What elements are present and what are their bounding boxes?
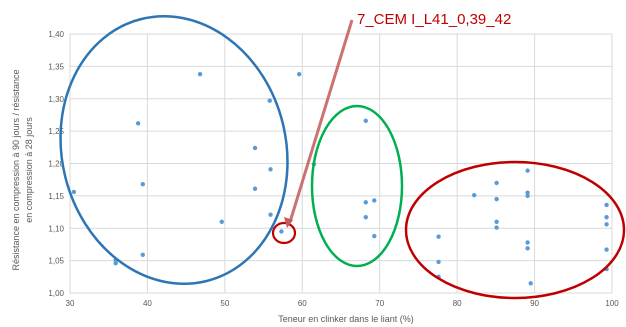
y-tick-label: 1,20 — [48, 160, 64, 169]
data-point — [140, 182, 145, 187]
y-tick-labels: 1,00 1,05 1,10 1,15 1,20 1,25 1,30 1,35 1,40 — [48, 30, 64, 298]
data-point — [219, 219, 224, 224]
data-point — [525, 240, 530, 245]
data-point — [268, 212, 273, 217]
data-point — [252, 186, 258, 191]
data-point — [525, 246, 530, 251]
data-point — [268, 167, 273, 172]
data-point — [372, 233, 377, 239]
group-green-ellipse — [310, 104, 404, 268]
data-point — [140, 252, 145, 257]
annotation-arrow-head — [284, 217, 293, 228]
data-point — [135, 121, 141, 126]
group-red-ellipse — [404, 160, 626, 300]
x-tick-label: 50 — [220, 299, 229, 308]
data-point — [604, 247, 609, 252]
data-point — [113, 261, 118, 266]
data-point — [604, 222, 609, 227]
data-point — [363, 215, 368, 220]
x-tick-label: 70 — [375, 299, 384, 308]
y-tick-label: 1,15 — [48, 192, 64, 201]
data-point — [279, 229, 284, 234]
data-point — [372, 198, 377, 203]
data-point — [436, 234, 441, 239]
data-point — [494, 196, 499, 202]
data-point — [525, 190, 530, 195]
y-axis-label-line2: en compression à 28 jours — [24, 117, 34, 223]
data-point — [363, 200, 368, 205]
data-point — [436, 259, 441, 265]
data-points — [71, 71, 609, 286]
annotation-label: 7_CEM I_L41_0,39_42 — [357, 11, 511, 28]
y-tick-label: 1,00 — [48, 289, 64, 298]
data-point — [494, 219, 499, 224]
data-point — [197, 71, 203, 77]
x-tick-label: 100 — [605, 299, 619, 308]
data-point — [525, 168, 530, 173]
data-point — [71, 189, 77, 195]
data-point — [252, 145, 258, 151]
data-point — [528, 281, 533, 286]
data-point — [525, 193, 530, 199]
data-point — [296, 71, 302, 77]
y-tick-label: 1,35 — [48, 62, 64, 71]
x-tick-label: 60 — [298, 299, 307, 308]
x-tick-label: 80 — [453, 299, 462, 308]
x-tick-label: 40 — [143, 299, 152, 308]
x-axis-label: Teneur en clinker dans le liant (%) — [278, 314, 414, 324]
grid — [69, 33, 613, 294]
annotation-target-circle — [271, 221, 297, 245]
x-tick-labels: 30 40 50 60 70 80 90 100 — [66, 299, 620, 308]
x-tick-label: 30 — [66, 299, 75, 308]
data-point — [604, 202, 609, 208]
annotation-arrow-line — [288, 19, 354, 223]
y-tick-label: 1,40 — [48, 30, 64, 39]
data-point — [471, 193, 477, 198]
y-tick-label: 1,30 — [48, 95, 64, 104]
y-tick-label: 1,10 — [48, 224, 64, 233]
y-tick-label: 1,25 — [48, 127, 64, 136]
group-blue-ellipse — [59, 14, 289, 286]
y-tick-label: 1,05 — [48, 257, 64, 266]
data-point — [363, 118, 368, 123]
y-axis-label-line1: Résistance en compression à 90 jours / r… — [11, 69, 21, 270]
data-point — [494, 180, 499, 186]
data-point — [267, 98, 272, 103]
data-point — [604, 215, 609, 220]
x-tick-label: 90 — [530, 299, 539, 308]
data-point — [494, 225, 499, 230]
